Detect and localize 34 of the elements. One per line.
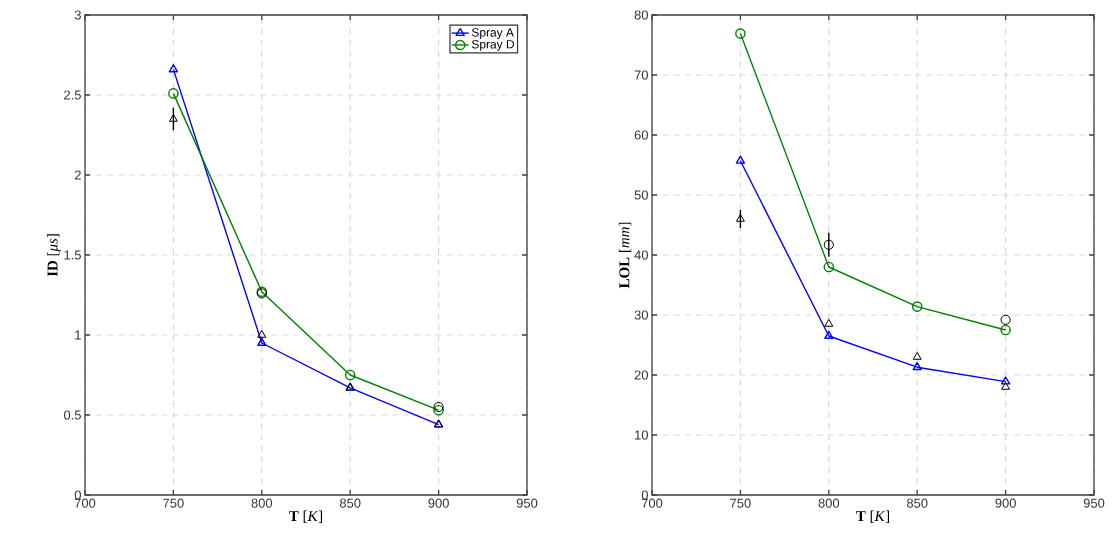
y-tick-label: 30: [634, 310, 648, 320]
y-tick-label: 2.5: [64, 90, 81, 100]
x-axis-title: T [K]: [856, 510, 890, 523]
y-tick-label: 1.5: [64, 250, 81, 260]
y-tick-label: 10: [635, 430, 648, 440]
y-tick-label: 20: [634, 370, 648, 380]
y-tick-label: 80: [634, 10, 648, 20]
y-tick-label: 50: [634, 190, 648, 200]
x-axis-title: T [K]: [289, 510, 323, 523]
x-tick-label: 950: [1083, 498, 1105, 508]
legend-label: Spray A: [471, 28, 514, 40]
y-tick-label: 2: [74, 170, 81, 180]
x-tick-label: 800: [818, 498, 840, 508]
y-tick-label: 3: [74, 10, 81, 20]
y-tick-label: 40: [634, 250, 648, 260]
x-tick-label: 800: [251, 498, 273, 508]
y-tick-label: 60: [634, 130, 648, 140]
y-tick-label: 70: [634, 70, 648, 80]
y-axis-title: LOL [mm]: [618, 222, 632, 289]
x-tick-label: 950: [516, 498, 538, 508]
y-tick-label: 0: [641, 490, 648, 500]
x-tick-label: 750: [730, 498, 751, 508]
y-tick-label: 1: [75, 330, 81, 340]
legend-label: Spray D: [471, 40, 514, 51]
x-tick-label: 850: [906, 498, 928, 508]
x-tick-label: 750: [163, 498, 184, 508]
y-tick-label: 0: [74, 490, 81, 500]
x-tick-label: 700: [641, 498, 663, 508]
y-tick-label: 0.5: [63, 410, 81, 420]
y-axis-title: ID [μs]: [47, 234, 61, 277]
x-tick-label: 700: [74, 498, 96, 508]
x-tick-label: 850: [339, 498, 361, 508]
x-tick-label: 900: [995, 498, 1016, 508]
x-tick-label: 900: [428, 498, 449, 508]
